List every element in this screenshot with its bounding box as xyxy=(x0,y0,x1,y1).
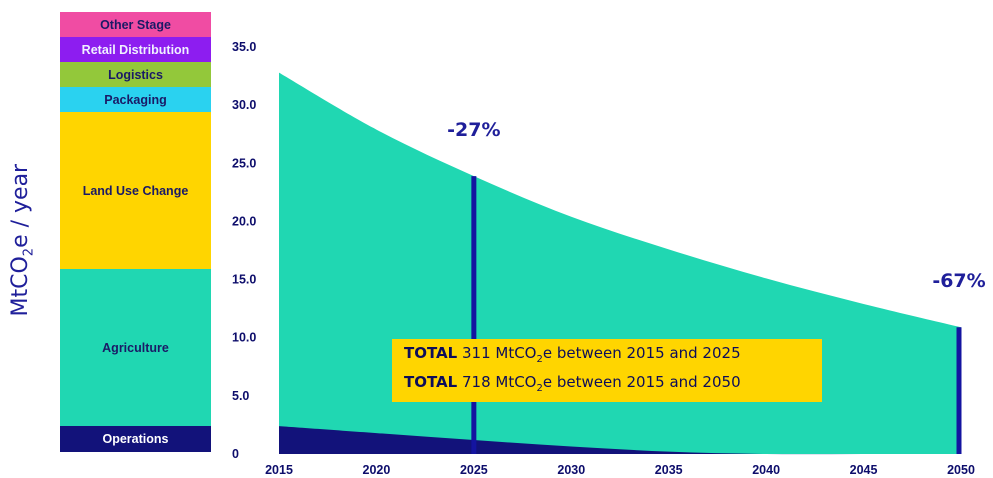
legend-segment: Other Stage xyxy=(60,12,211,38)
x-tick-label: 2020 xyxy=(363,463,391,477)
total-2050-line: TOTAL 718 MtCO2e between 2015 and 2050 xyxy=(404,372,741,394)
total-2025-line: TOTAL 311 MtCO2e between 2015 and 2025 xyxy=(404,343,741,365)
category-legend-stack: Other Stage Retail Distribution Logistics P… xyxy=(60,12,211,452)
legend-segment: Packaging xyxy=(60,87,211,113)
x-tick-label: 2045 xyxy=(850,463,878,477)
y-tick-label: 20.0 xyxy=(232,214,256,228)
x-tick-label: 2030 xyxy=(557,463,585,477)
y-tick-label: 35.0 xyxy=(232,40,256,54)
y-tick-label: 5.0 xyxy=(232,389,249,403)
x-tick-label: 2015 xyxy=(265,463,293,477)
x-tick-label: 2025 xyxy=(460,463,488,477)
y-axis-ticks: 0 5.0 10.0 15.0 20.0 25.0 30.0 35.0 xyxy=(232,40,256,461)
legend-segment: Retail Distribution xyxy=(60,37,211,63)
legend-segment: Operations xyxy=(60,426,211,452)
y-tick-label: 15.0 xyxy=(232,273,256,287)
y-tick-label: 30.0 xyxy=(232,98,256,112)
y-tick-label: 0 xyxy=(232,447,239,461)
legend-segment: Logistics xyxy=(60,62,211,88)
x-axis-ticks: 2015 2020 2025 2030 2035 2040 2045 2050 xyxy=(265,463,975,477)
reduction-markers: -27% -67% xyxy=(447,119,986,454)
x-tick-label: 2040 xyxy=(752,463,780,477)
marker-label-2050: -67% xyxy=(932,270,985,292)
marker-label-2025: -27% xyxy=(447,119,500,141)
operations-emissions-area xyxy=(279,426,961,455)
y-tick-label: 25.0 xyxy=(232,156,256,170)
totals-annotation: TOTAL 311 MtCO2e between 2015 and 2025 T… xyxy=(392,339,822,402)
x-tick-label: 2035 xyxy=(655,463,683,477)
x-tick-label: 2050 xyxy=(947,463,975,477)
legend-segment: Agriculture xyxy=(60,269,211,427)
legend-segment: Land Use Change xyxy=(60,112,211,270)
y-tick-label: 10.0 xyxy=(232,331,256,345)
